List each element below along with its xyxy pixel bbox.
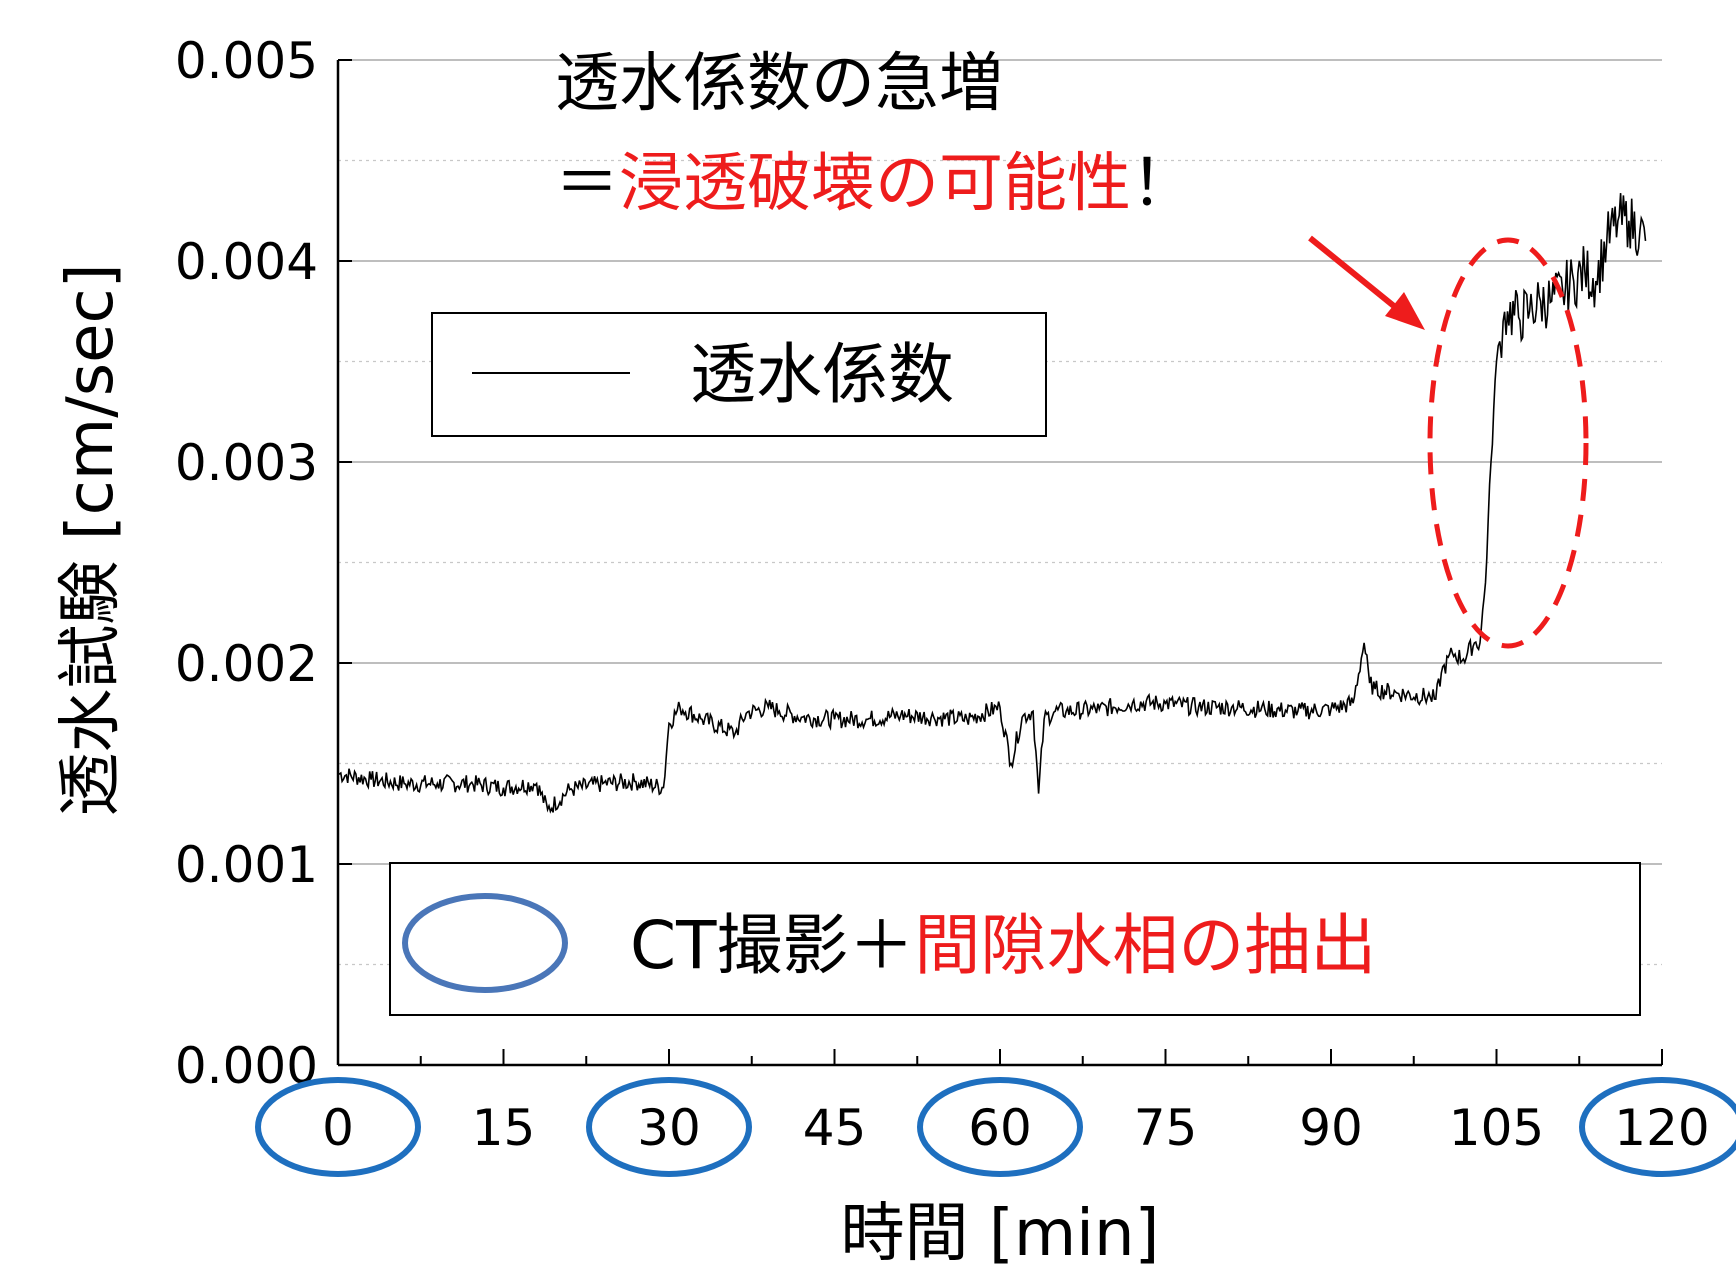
y-tick-label: 0.004 bbox=[175, 233, 318, 291]
ct-scan-legend-label: CT撮影＋間隙水相の抽出 bbox=[630, 907, 1376, 984]
y-axis-title: 透水試験 [cm/sec] bbox=[54, 263, 128, 816]
legend-entry-label: 透水係数 bbox=[690, 336, 954, 413]
x-tick-label: 120 bbox=[1614, 1099, 1709, 1157]
annotation-equals: ＝ bbox=[555, 147, 619, 221]
highlight-ellipse bbox=[1427, 237, 1589, 649]
circled-tick-marker bbox=[586, 1077, 752, 1177]
legend: 透水係数 bbox=[431, 312, 1047, 437]
circled-tick-marker bbox=[917, 1077, 1083, 1177]
annotation-arrow bbox=[1308, 235, 1425, 330]
x-tick-label: 60 bbox=[968, 1099, 1032, 1157]
ct-scan-legend: CT撮影＋間隙水相の抽出 bbox=[389, 862, 1641, 1016]
circled-tick-markers bbox=[255, 1077, 1736, 1177]
x-axis-title: 時間 [min] bbox=[841, 1197, 1160, 1267]
y-tick-label: 0.002 bbox=[175, 635, 318, 693]
annotation-title-line2: ＝浸透破壊の可能性！ bbox=[555, 147, 1195, 221]
axes bbox=[336, 59, 1663, 1067]
circled-tick-marker bbox=[255, 1077, 421, 1177]
x-tick-labels: 0 15 30 45 60 75 90 105 120 bbox=[322, 1099, 1710, 1157]
x-tick-label: 105 bbox=[1449, 1099, 1544, 1157]
circled-tick-marker bbox=[1579, 1077, 1736, 1177]
x-tick-label: 0 bbox=[322, 1099, 354, 1157]
annotation-exclaim: ！ bbox=[1131, 147, 1195, 221]
annotation-title-line1: 透水係数の急増 bbox=[555, 47, 1003, 121]
ct-scan-label-red: 間隙水相の抽出 bbox=[914, 907, 1376, 984]
x-tick-label: 30 bbox=[637, 1099, 701, 1157]
ct-scan-marker-icon bbox=[402, 893, 568, 993]
y-tick-label: 0.003 bbox=[175, 434, 318, 492]
x-tick-label: 90 bbox=[1299, 1099, 1363, 1157]
ct-scan-label-black: CT撮影＋ bbox=[630, 907, 914, 984]
series-line-permeability bbox=[337, 193, 1647, 814]
x-tick-label: 45 bbox=[803, 1099, 867, 1157]
x-tick-label: 15 bbox=[472, 1099, 536, 1157]
x-tick-label: 75 bbox=[1134, 1099, 1198, 1157]
annotation-red-text: 浸透破壊の可能性 bbox=[619, 147, 1131, 221]
y-tick-label: 0.005 bbox=[175, 32, 318, 90]
y-tick-label: 0.001 bbox=[175, 836, 318, 894]
